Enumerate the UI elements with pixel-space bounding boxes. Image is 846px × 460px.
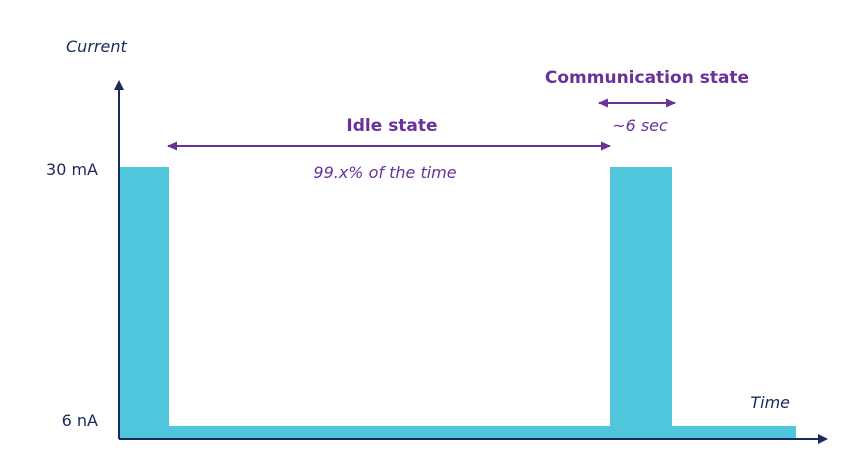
high-level-label: 30 mA (46, 160, 98, 179)
idle-baseline (119, 426, 796, 439)
low-level-label: 6 nA (62, 411, 98, 430)
idle-state-note: 99.x% of the time (313, 163, 456, 182)
y-axis-title: Current (66, 37, 127, 56)
x-axis-title: Time (750, 393, 790, 412)
communication-state-title: Communication state (545, 68, 749, 88)
communication-pulse (610, 167, 672, 439)
communication-state-note: ~6 sec (612, 116, 668, 135)
idle-state-title: Idle state (346, 116, 437, 136)
high-pulse-start (119, 167, 169, 439)
